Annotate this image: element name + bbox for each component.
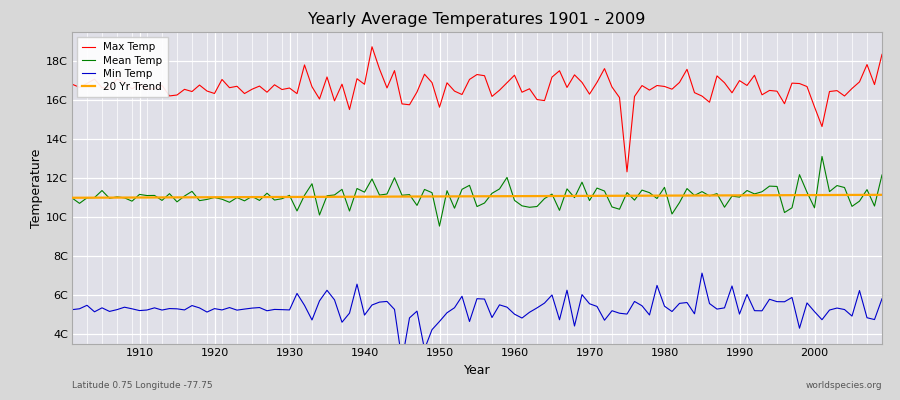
Min Temp [397, 358, 408, 363]
Line: Max Temp: Max Temp [72, 47, 882, 172]
20 Yr Trend [292, 194, 302, 199]
20 Yr Trend [67, 195, 77, 200]
Mean Temp [67, 196, 77, 200]
Max Temp [517, 90, 527, 95]
Max Temp [366, 44, 377, 49]
Max Temp [607, 85, 617, 90]
Min Temp [127, 306, 138, 311]
Y-axis label: Temperature: Temperature [31, 148, 43, 228]
Min Temp [67, 307, 77, 312]
Mean Temp [517, 204, 527, 208]
Max Temp [67, 82, 77, 86]
Min Temp [292, 291, 302, 296]
Mean Temp [292, 208, 302, 213]
Mean Temp [337, 187, 347, 192]
Mean Temp [127, 199, 138, 204]
Min Temp [509, 312, 520, 316]
Mean Temp [607, 204, 617, 209]
X-axis label: Year: Year [464, 364, 490, 377]
Max Temp [877, 52, 887, 57]
Mean Temp [877, 172, 887, 177]
Mean Temp [434, 224, 445, 228]
20 Yr Trend [599, 194, 610, 198]
Text: worldspecies.org: worldspecies.org [806, 382, 882, 390]
Max Temp [292, 91, 302, 96]
Min Temp [517, 316, 527, 320]
Min Temp [877, 296, 887, 301]
Line: Mean Temp: Mean Temp [72, 156, 882, 226]
Min Temp [607, 308, 617, 313]
20 Yr Trend [127, 195, 138, 200]
20 Yr Trend [337, 194, 347, 199]
Legend: Max Temp, Mean Temp, Min Temp, 20 Yr Trend: Max Temp, Mean Temp, Min Temp, 20 Yr Tre… [77, 37, 167, 97]
Line: Min Temp: Min Temp [72, 273, 882, 361]
Mean Temp [509, 198, 520, 203]
Max Temp [127, 86, 138, 91]
Max Temp [337, 82, 347, 86]
Text: Latitude 0.75 Longitude -77.75: Latitude 0.75 Longitude -77.75 [72, 382, 212, 390]
Mean Temp [816, 154, 827, 159]
Title: Yearly Average Temperatures 1901 - 2009: Yearly Average Temperatures 1901 - 2009 [309, 12, 645, 27]
Line: 20 Yr Trend: 20 Yr Trend [72, 195, 882, 198]
20 Yr Trend [509, 194, 520, 198]
Min Temp [697, 271, 707, 276]
20 Yr Trend [501, 194, 512, 198]
20 Yr Trend [877, 192, 887, 197]
Max Temp [509, 73, 520, 78]
Max Temp [622, 170, 633, 174]
Min Temp [337, 320, 347, 325]
